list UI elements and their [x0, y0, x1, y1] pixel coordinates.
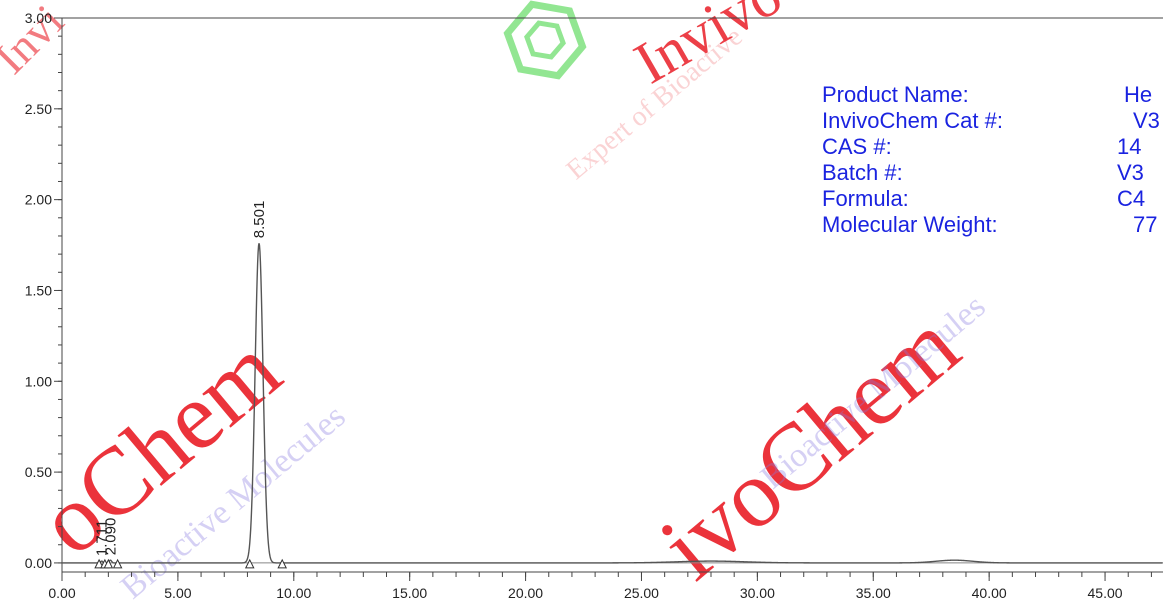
integration-marker	[94, 558, 104, 569]
cas-label: CAS #:	[822, 134, 892, 159]
molecular-weight-value: 77	[1133, 212, 1158, 237]
cat-number-value: V3	[1133, 108, 1160, 133]
integration-marker	[244, 558, 255, 569]
x-tick-label: 5.00	[164, 585, 191, 601]
y-tick-label: 2.00	[25, 192, 52, 208]
integration-marker	[277, 558, 288, 569]
peak-label: 1.711	[94, 520, 111, 556]
integration-marker	[103, 558, 114, 569]
batch-row: Batch #: V3	[822, 160, 1160, 186]
peak-label: 2.090	[102, 518, 119, 556]
trace-layer	[62, 243, 1163, 569]
batch-value: V3	[1117, 160, 1144, 185]
plot-frame	[61, 17, 1163, 573]
peak-label: 8.501	[251, 201, 268, 239]
x-tick-label: 35.00	[856, 585, 891, 601]
molecular-weight-row: Molecular Weight: 77	[822, 212, 1160, 238]
product-info-panel: Product Name: He InvivoChem Cat #: V3 CA…	[822, 82, 1160, 238]
logo-outer-hexagon	[503, 0, 587, 80]
x-tick-label: 45.00	[1088, 585, 1123, 601]
logo-inner-hexagon	[524, 20, 566, 60]
x-tick-label: 20.00	[508, 585, 543, 601]
watermark-brand-left: oChem	[19, 315, 300, 575]
product-name-value: He	[1124, 82, 1153, 107]
x-tick-label: 40.00	[972, 585, 1007, 601]
y-tick-label: 2.50	[25, 101, 52, 117]
molecular-weight-label: Molecular Weight:	[822, 212, 998, 237]
cat-number-label: InvivoChem Cat #:	[822, 108, 1003, 133]
x-tick-label: 0.00	[48, 585, 75, 601]
y-tick-label: 0.00	[25, 555, 52, 571]
y-tick-label: 1.00	[25, 373, 52, 389]
x-tick-label: 30.00	[740, 585, 775, 601]
x-tick-label: 25.00	[624, 585, 659, 601]
formula-label: Formula:	[822, 186, 909, 211]
y-tick-label: 1.50	[25, 282, 52, 298]
chromatogram-trace	[62, 243, 1163, 564]
formula-row: Formula: C4	[822, 186, 1160, 212]
integration-marker	[112, 558, 123, 569]
formula-value: C4	[1117, 186, 1146, 211]
watermark-logo-icon	[503, 0, 587, 80]
batch-label: Batch #:	[822, 160, 903, 185]
cat-number-row: InvivoChem Cat #: V3	[822, 108, 1160, 134]
cas-row: CAS #: 14	[822, 134, 1160, 160]
product-name-label: Product Name:	[822, 82, 969, 107]
x-tick-label: 15.00	[392, 585, 427, 601]
y-tick-label: 3.00	[25, 10, 52, 26]
cas-value: 14	[1117, 134, 1142, 159]
product-name-row: Product Name: He	[822, 82, 1160, 108]
y-tick-label: 0.50	[25, 464, 52, 480]
x-tick-label: 10.00	[276, 585, 311, 601]
